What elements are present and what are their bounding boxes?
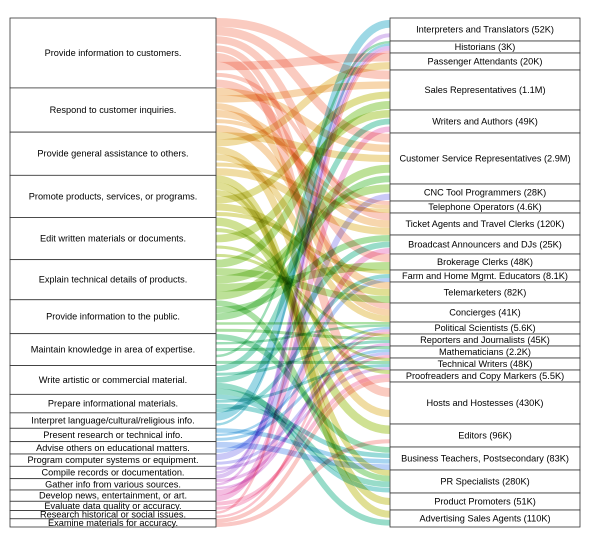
right-label-ticket-agents-and-travel-clerks: Ticket Agents and Travel Clerks (120K) bbox=[406, 219, 565, 229]
right-label-historians: Historians (3K) bbox=[455, 42, 516, 52]
right-label-technical-writers: Technical Writers (48K) bbox=[438, 359, 533, 369]
left-node-edit-written-materials-or-documents bbox=[9, 217, 217, 261]
right-label-sales-representatives: Sales Representatives (1.1M) bbox=[424, 85, 545, 95]
left-node-provide-information-to-customers bbox=[9, 17, 217, 89]
right-label-broadcast-announcers-and-djs: Broadcast Announcers and DJs (25K) bbox=[408, 240, 562, 250]
right-label-product-promoters: Product Promoters (51K) bbox=[434, 497, 536, 507]
flow-link bbox=[215, 343, 391, 483]
flow-link bbox=[215, 19, 391, 421]
left-label-evaluate-data-quality-or-accuracy: Evaluate data quality or accuracy. bbox=[44, 501, 181, 511]
left-label-provide-information-to-customers: Provide information to customers. bbox=[45, 48, 182, 58]
left-label-promote-products-services-or-programs: Promote products, services, or programs. bbox=[29, 191, 198, 201]
left-label-program-computer-systems-or-equipment: Program computer systems or equipment. bbox=[27, 455, 198, 465]
right-label-telephone-operators: Telephone Operators (4.6K) bbox=[428, 202, 541, 212]
flow-link bbox=[215, 91, 391, 204]
flow-link bbox=[215, 193, 391, 461]
left-node-provide-information-to-the-public bbox=[9, 299, 217, 335]
flow-link bbox=[215, 48, 391, 486]
right-label-pr-specialists: PR Specialists (280K) bbox=[440, 477, 529, 487]
flow-link bbox=[215, 33, 391, 479]
left-label-prepare-informational-materials: Prepare informational materials. bbox=[48, 399, 178, 409]
right-label-concierges: Concierges (41K) bbox=[449, 308, 521, 318]
left-label-maintain-knowledge-in-area-of-expertise: Maintain knowledge in area of expertise. bbox=[31, 345, 195, 355]
flow-link bbox=[215, 331, 391, 518]
right-label-writers-and-authors: Writers and Authors (49K) bbox=[432, 117, 538, 127]
right-label-farm-and-home-mgmt-educators: Farm and Home Mgmt. Educators (8.1K) bbox=[402, 271, 568, 281]
left-node-respond-to-customer-inquiries bbox=[9, 87, 217, 133]
left-label-interpret-language-cultural-religious-info: Interpret language/cultural/religious in… bbox=[31, 416, 194, 426]
right-label-proofreaders-and-copy-markers: Proofreaders and Copy Markers (5.5K) bbox=[406, 371, 564, 381]
left-node-promote-products-services-or-programs bbox=[9, 174, 217, 218]
right-label-brokerage-clerks: Brokerage Clerks (48K) bbox=[437, 257, 533, 267]
left-label-research-historical-or-social-issues: Research historical or social issues. bbox=[40, 510, 186, 520]
right-label-passenger-attendants: Passenger Attendants (20K) bbox=[428, 57, 543, 67]
left-node-write-artistic-or-commercial-material bbox=[9, 365, 217, 395]
flow-link bbox=[215, 378, 391, 523]
left-label-provide-information-to-the-public: Provide information to the public. bbox=[46, 312, 180, 322]
left-label-respond-to-customer-inquiries: Respond to customer inquiries. bbox=[50, 105, 177, 115]
flow-link bbox=[215, 100, 391, 268]
flow-link bbox=[215, 53, 391, 71]
flow-link bbox=[215, 110, 391, 228]
flow-link bbox=[215, 126, 391, 502]
flow-link bbox=[215, 439, 391, 527]
right-label-mathematicians: Mathematicians (2.2K) bbox=[439, 347, 531, 357]
right-node-layer: Interpreters and Translators (52K) Histor… bbox=[389, 17, 581, 528]
left-node-provide-general-assistance-to-others bbox=[9, 131, 217, 176]
left-label-develop-news-entertainment-or-art: Develop news, entertainment, or art. bbox=[39, 491, 187, 501]
right-label-cnc-tool-programmers: CNC Tool Programmers (28K) bbox=[424, 188, 546, 198]
left-label-advise-others-on-educational-matters: Advise others on educational matters. bbox=[36, 443, 190, 453]
right-label-business-teachers-postsecondary: Business Teachers, Postsecondary (83K) bbox=[401, 454, 569, 464]
left-label-gather-info-from-various-sources: Gather info from various sources. bbox=[45, 479, 181, 489]
left-node-maintain-knowledge-in-area-of-expertise bbox=[9, 333, 217, 366]
left-label-write-artistic-or-commercial-material: Write artistic or commercial material. bbox=[39, 375, 187, 385]
flow-link bbox=[215, 50, 391, 514]
flow-link bbox=[215, 349, 391, 441]
flow-link bbox=[215, 235, 391, 314]
flow-link bbox=[215, 72, 391, 205]
flow-link bbox=[215, 374, 391, 506]
left-node-examine-materials-for-accuracy bbox=[9, 518, 217, 528]
left-label-provide-general-assistance-to-others: Provide general assistance to others. bbox=[37, 149, 188, 159]
flow-link bbox=[215, 119, 391, 209]
flow-link bbox=[215, 118, 391, 372]
left-label-compile-records-or-documentation: Compile records or documentation. bbox=[42, 468, 185, 478]
flow-link bbox=[215, 43, 391, 426]
right-label-editors: Editors (96K) bbox=[458, 431, 512, 441]
right-label-political-scientists: Political Scientists (5.6K) bbox=[434, 323, 535, 333]
flow-link bbox=[215, 81, 391, 103]
left-label-examine-materials-for-accuracy: Examine materials for accuracy. bbox=[48, 518, 178, 528]
right-label-interpreters-and-translators: Interpreters and Translators (52K) bbox=[416, 25, 554, 35]
right-node-advertising-sales-agents bbox=[389, 509, 581, 528]
right-node-hosts-and-hostesses bbox=[389, 381, 581, 425]
flow-link bbox=[215, 428, 391, 464]
left-node-layer: Provide information to customers. Respond… bbox=[9, 17, 217, 528]
left-label-present-research-or-technical-info: Present research or technical info. bbox=[43, 430, 182, 440]
right-label-customer-service-representatives: Customer Service Representatives (2.9M) bbox=[399, 154, 570, 164]
right-label-advertising-sales-agents: Advertising Sales Agents (110K) bbox=[419, 514, 550, 524]
right-label-hosts-and-hostesses: Hosts and Hostesses (430K) bbox=[427, 398, 544, 408]
left-label-explain-technical-details-of-products: Explain technical details of products. bbox=[39, 275, 188, 285]
left-node-explain-technical-details-of-products bbox=[9, 259, 217, 301]
right-label-telemarketers: Telemarketers (82K) bbox=[444, 288, 527, 298]
right-node-customer-service-representatives bbox=[389, 132, 581, 185]
flow-layer bbox=[215, 18, 391, 527]
right-node-sales-representatives bbox=[389, 69, 581, 111]
right-label-reporters-and-journalists: Reporters and Journalists (45K) bbox=[420, 335, 550, 345]
left-label-edit-written-materials-or-documents: Edit written materials or documents. bbox=[40, 234, 186, 244]
flow-link bbox=[215, 326, 391, 437]
flow-link bbox=[215, 346, 391, 352]
flow-link bbox=[215, 355, 391, 510]
